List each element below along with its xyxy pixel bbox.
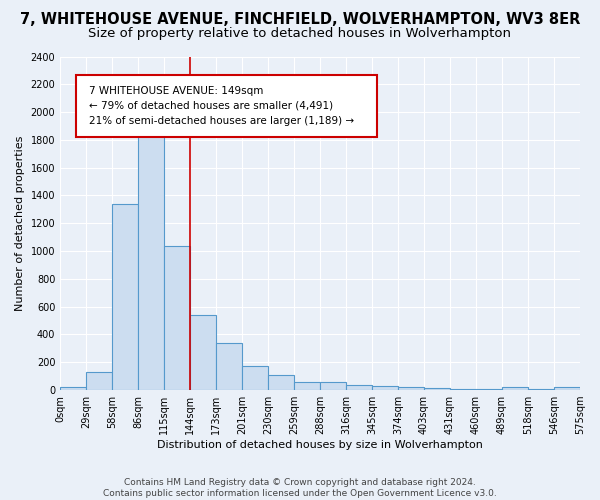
Bar [190,315,216,390]
Bar [372,386,398,390]
Bar [60,388,86,390]
Text: 7 WHITEHOUSE AVENUE: 149sqm
← 79% of detached houses are smaller (4,491)
21% of : 7 WHITEHOUSE AVENUE: 149sqm ← 79% of det… [89,86,354,126]
Bar [398,388,424,390]
Bar [164,246,190,390]
Bar [346,385,372,390]
Bar [242,366,268,390]
Bar [424,388,450,390]
Bar [554,388,580,390]
Bar [294,382,320,390]
Bar [268,375,294,390]
FancyBboxPatch shape [76,75,377,136]
Y-axis label: Number of detached properties: Number of detached properties [15,136,25,311]
Text: 7, WHITEHOUSE AVENUE, FINCHFIELD, WOLVERHAMPTON, WV3 8ER: 7, WHITEHOUSE AVENUE, FINCHFIELD, WOLVER… [20,12,580,28]
Bar [216,343,242,390]
Bar [450,388,476,390]
Bar [112,204,138,390]
Text: Size of property relative to detached houses in Wolverhampton: Size of property relative to detached ho… [89,28,511,40]
Bar [86,372,112,390]
Bar [502,388,528,390]
Text: Contains HM Land Registry data © Crown copyright and database right 2024.
Contai: Contains HM Land Registry data © Crown c… [103,478,497,498]
Bar [138,128,164,390]
X-axis label: Distribution of detached houses by size in Wolverhampton: Distribution of detached houses by size … [157,440,483,450]
Bar [320,382,346,390]
